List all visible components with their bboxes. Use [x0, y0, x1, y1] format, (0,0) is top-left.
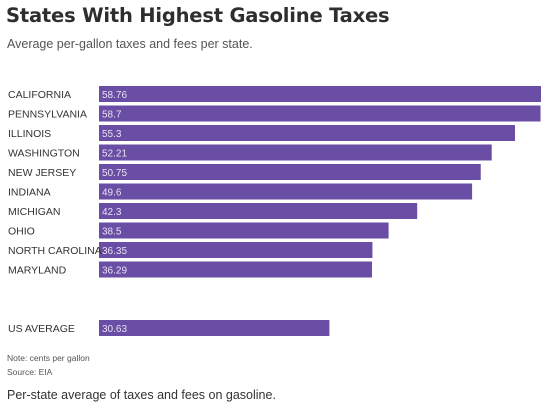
category-label-us-average: US AVERAGE: [8, 323, 75, 335]
category-label-michigan: MICHIGAN: [8, 206, 61, 218]
value-label-maryland: 36.29: [102, 266, 127, 277]
bar-new-jersey: [99, 164, 481, 180]
bar-maryland: [99, 261, 372, 278]
value-label-ohio: 38.5: [102, 227, 122, 238]
category-label-indiana: INDIANA: [8, 187, 51, 199]
value-label-california: 58.76: [102, 90, 127, 101]
category-label-washington: WASHINGTON: [8, 148, 80, 160]
bar-us-average: [99, 320, 330, 336]
value-label-michigan: 42.3: [102, 207, 122, 218]
value-label-us-average: 30.63: [102, 324, 127, 335]
bar-ohio: [99, 222, 389, 239]
bar-michigan: [99, 203, 418, 219]
chart-source: Source: EIA: [7, 367, 53, 377]
chart-title: States With Highest Gasoline Taxes: [6, 4, 390, 27]
category-label-maryland: MARYLAND: [8, 265, 67, 277]
value-label-indiana: 49.6: [102, 188, 122, 199]
category-label-pennsylvania: PENNSYLVANIA: [8, 109, 87, 121]
bar-pennsylvania: [99, 105, 541, 122]
value-label-north-carolina: 36.35: [102, 246, 127, 257]
bar-washington: [99, 144, 492, 161]
bar-north-carolina: [99, 242, 373, 258]
category-label-new-jersey: NEW JERSEY: [8, 167, 76, 179]
chart-subtitle: Average per-gallon taxes and fees per st…: [7, 37, 253, 51]
chart-caption: Per-state average of taxes and fees on g…: [7, 388, 276, 402]
bar-california: [99, 86, 541, 102]
bar-chart: CALIFORNIA 58.76 PENNSYLVANIA 58.7 ILLINOIS 5…: [8, 86, 541, 336]
bar-illinois: [99, 125, 515, 141]
value-label-washington: 52.21: [102, 149, 127, 160]
value-label-illinois: 55.3: [102, 129, 122, 140]
category-label-illinois: ILLINOIS: [8, 128, 51, 140]
category-label-ohio: OHIO: [8, 226, 35, 238]
value-label-new-jersey: 50.75: [102, 168, 127, 179]
category-label-california: CALIFORNIA: [8, 89, 71, 101]
value-label-pennsylvania: 58.7: [102, 110, 122, 121]
bar-indiana: [99, 183, 473, 200]
category-label-north-carolina: NORTH CAROLINA: [8, 245, 102, 257]
chart-note: Note: cents per gallon: [7, 353, 90, 363]
